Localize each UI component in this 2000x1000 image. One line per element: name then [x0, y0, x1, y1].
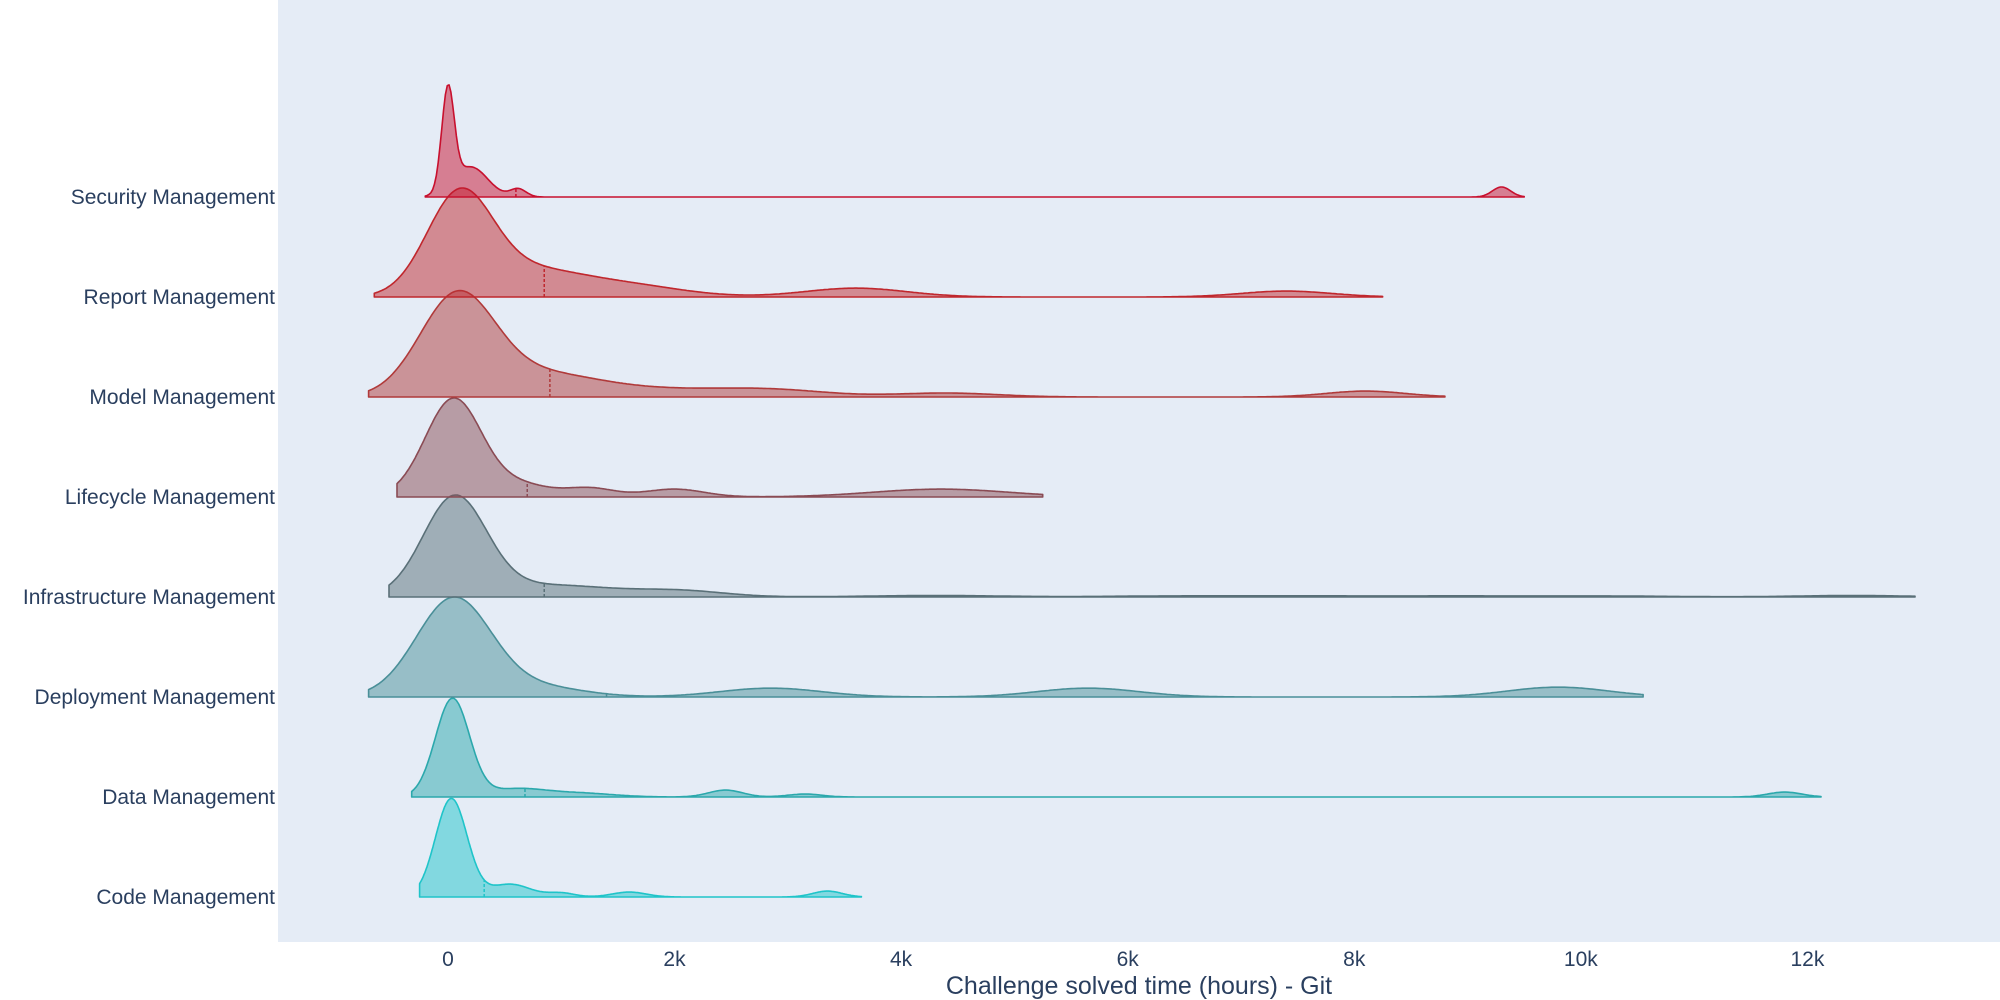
category-label-model-management: Model Management — [89, 386, 275, 409]
category-label-lifecycle-management: Lifecycle Management — [65, 486, 275, 509]
x-tick-label: 0 — [442, 948, 454, 971]
x-tick-label: 8k — [1343, 948, 1366, 971]
ridge-area-deployment-management — [367, 596, 1644, 698]
ridge-model-management — [367, 289, 1446, 398]
ridge-infrastructure-management — [388, 494, 1916, 598]
x-tick-label: 2k — [663, 948, 686, 971]
x-axis-ticks: 0 2k 4k 6k 8k 10k 12k — [442, 948, 1825, 971]
x-tick-label: 4k — [890, 948, 913, 971]
ridge-deployment-management — [367, 596, 1644, 698]
ridge-area-lifecycle-management — [396, 397, 1044, 498]
category-label-report-management: Report Management — [84, 286, 276, 309]
ridge-area-security-management — [424, 84, 1525, 198]
category-label-security-management: Security Management — [71, 186, 275, 209]
category-label-data-management: Data Management — [102, 786, 275, 809]
ridge-area-infrastructure-management — [388, 494, 1916, 598]
ridge-lifecycle-management — [396, 397, 1044, 498]
x-tick-label: 12k — [1790, 948, 1824, 971]
category-label-infrastructure-management: Infrastructure Management — [23, 586, 275, 609]
ridge-area-code-management — [418, 797, 863, 898]
x-axis-title: Challenge solved time (hours) - Git — [946, 972, 1332, 1000]
x-tick-label: 6k — [1117, 948, 1140, 971]
category-label-code-management: Code Management — [96, 886, 275, 909]
category-label-deployment-management: Deployment Management — [35, 686, 276, 709]
ridge-security-management — [424, 84, 1525, 198]
category-labels: Code Management Data Management Deployment… — [23, 186, 275, 909]
ridge-report-management — [373, 187, 1384, 298]
ridge-area-report-management — [373, 187, 1384, 298]
ridge-code-management — [418, 797, 863, 898]
ridge-data-management — [410, 697, 1822, 798]
plot-area — [278, 0, 2000, 942]
ridges-group — [367, 84, 1916, 898]
ridge-area-data-management — [410, 697, 1822, 798]
ridge-area-model-management — [367, 289, 1446, 398]
x-tick-label: 10k — [1564, 948, 1598, 971]
